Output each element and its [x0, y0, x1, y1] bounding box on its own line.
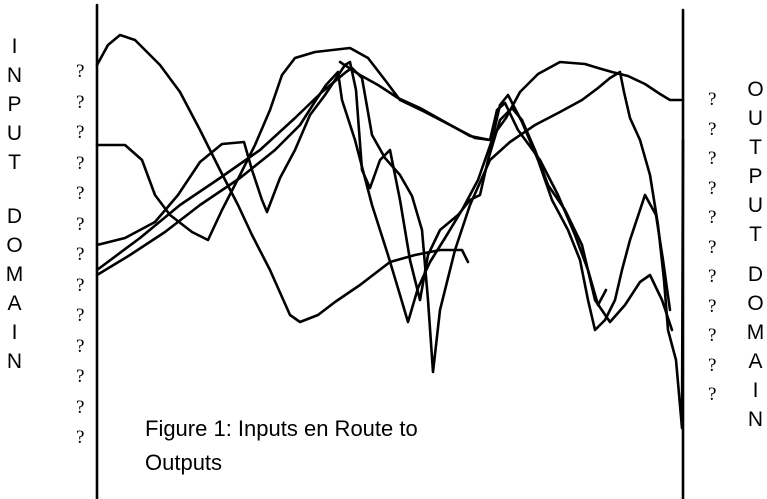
question-mark: ?	[76, 152, 85, 174]
question-mark: ?	[76, 366, 85, 387]
caption: Figure 1: Inputs en Route to Outputs	[145, 416, 418, 475]
question-mark: ?	[708, 266, 717, 287]
question-mark: ?	[708, 89, 717, 110]
question-mark: ?	[76, 335, 85, 357]
output-word: OUTPUT	[744, 78, 767, 252]
question-mark: ?	[708, 384, 717, 405]
question-mark: ?	[708, 207, 717, 228]
question-mark: ?	[76, 183, 85, 204]
question-mark: ?	[708, 325, 717, 346]
question-mark: ?	[76, 305, 85, 326]
question-mark: ?	[708, 118, 717, 140]
question-mark: ?	[708, 177, 717, 199]
question-mark: ?	[708, 148, 717, 169]
trajectory	[95, 66, 685, 430]
question-mark: ?	[76, 213, 85, 235]
trajectory	[95, 60, 674, 332]
question-mark: ?	[76, 244, 85, 265]
domain-word: DOMAIN	[744, 263, 767, 437]
question-mark: ?	[708, 236, 717, 258]
question-mark: ?	[708, 354, 717, 376]
question-mark: ?	[76, 396, 85, 418]
trajectory	[95, 46, 608, 307]
question-mark: ?	[708, 295, 717, 317]
input-word: INPUT	[3, 35, 26, 180]
trajectory	[95, 33, 470, 324]
trajectory	[95, 70, 672, 332]
question-mark: ?	[76, 91, 85, 113]
question-mark: ?	[76, 427, 85, 448]
question-mark: ?	[76, 122, 85, 143]
question-mark: ?	[76, 274, 85, 296]
question-mark: ?	[76, 61, 85, 82]
domain-word: DOMAIN	[3, 205, 26, 379]
trajectory	[338, 60, 685, 142]
